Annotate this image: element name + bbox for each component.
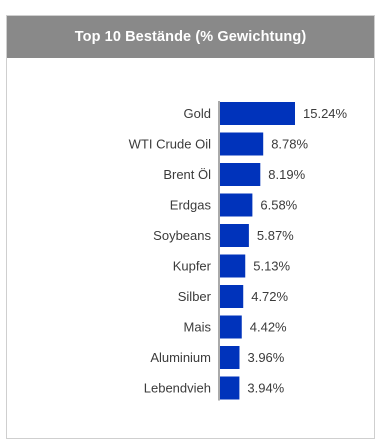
category-label: Kupfer [173, 259, 212, 274]
category-label: Brent Öl [163, 167, 211, 182]
value-label: 3.94% [247, 381, 284, 396]
value-label: 5.13% [253, 259, 290, 274]
bar [220, 102, 295, 125]
value-label: 3.96% [247, 350, 284, 365]
category-label: Erdgas [170, 198, 212, 213]
panel-title: Top 10 Bestände (% Gewichtung) [7, 16, 374, 58]
bar [220, 254, 246, 278]
bar [220, 193, 253, 217]
value-label: 6.58% [260, 198, 297, 213]
category-label: WTI Crude Oil [129, 137, 211, 152]
bar [220, 346, 240, 369]
category-label: Soybeans [153, 228, 211, 243]
category-label: Silber [178, 289, 212, 304]
value-label: 5.87% [257, 228, 294, 243]
category-label: Mais [184, 320, 212, 335]
value-label: 4.42% [250, 320, 287, 335]
bar [220, 315, 242, 339]
category-label: Lebendvieh [144, 381, 211, 396]
category-label: Aluminium [150, 350, 211, 365]
bar [220, 163, 261, 186]
value-label: 8.19% [268, 167, 305, 182]
bar [220, 376, 240, 400]
value-label: 4.72% [251, 289, 288, 304]
value-label: 15.24% [303, 106, 348, 121]
bar [220, 224, 249, 247]
value-label: 8.78% [271, 137, 308, 152]
holdings-panel: Top 10 Bestände (% Gewichtung) [6, 15, 375, 439]
category-label: Gold [184, 106, 211, 121]
bar [220, 285, 244, 308]
bar [220, 132, 264, 156]
